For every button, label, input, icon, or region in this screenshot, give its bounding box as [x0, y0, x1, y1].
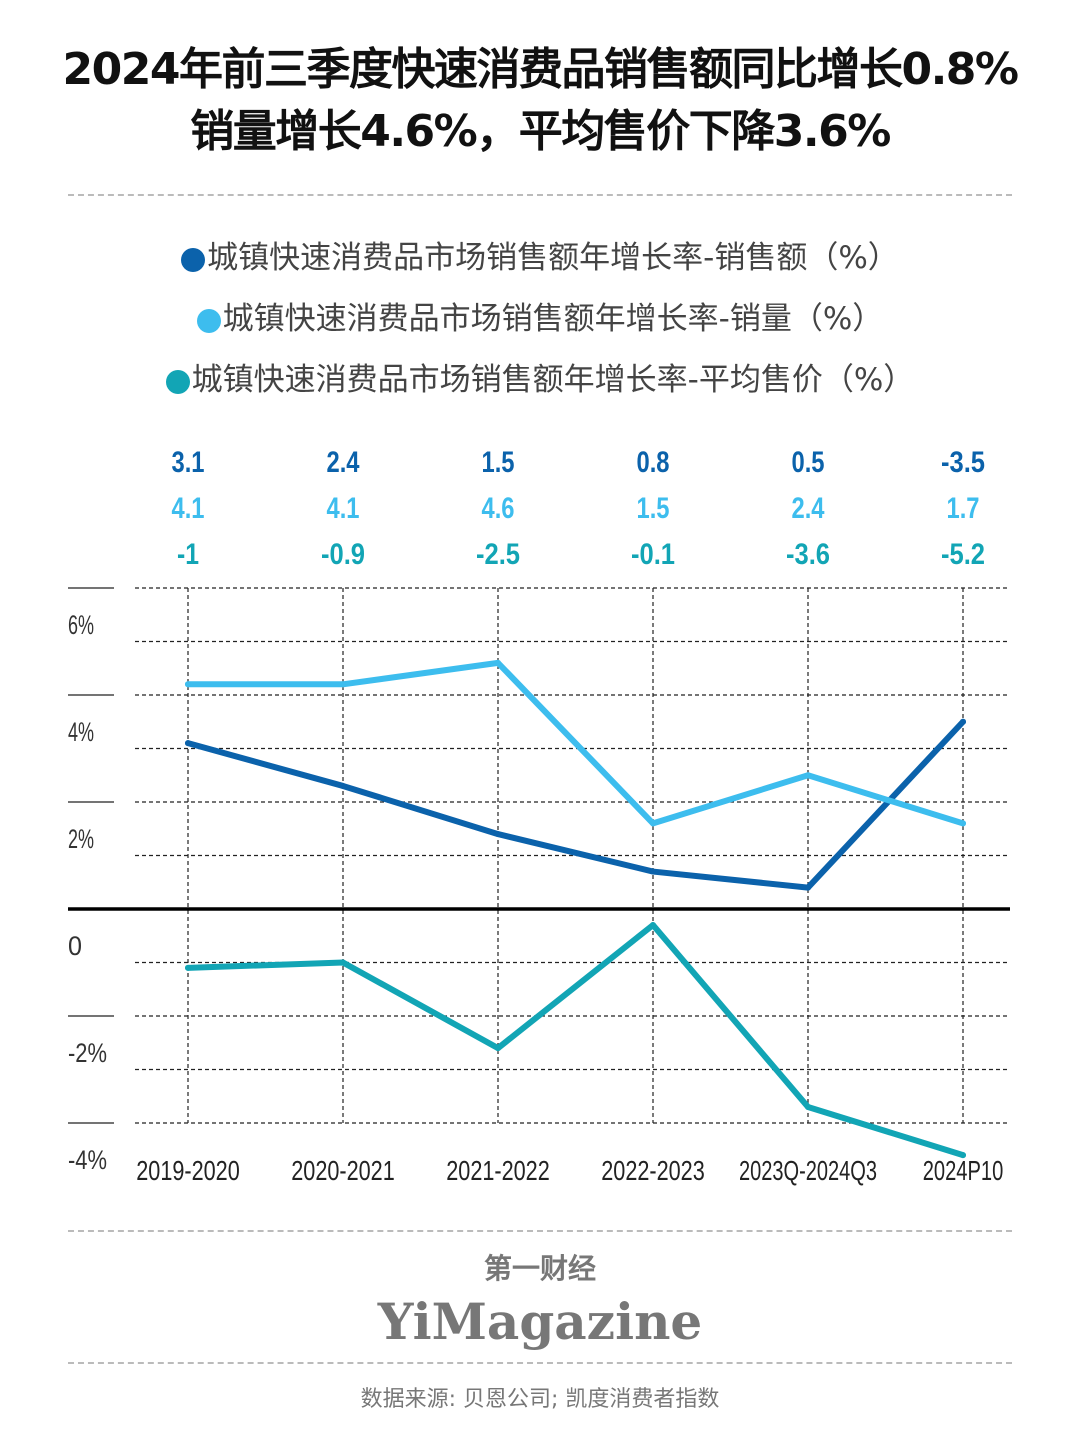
- data-label: 4.6: [482, 492, 515, 525]
- data-point: [340, 959, 346, 966]
- legend-item-sales: 城镇快速消费品市场销售额年增长率-销售额（%）: [0, 238, 1080, 278]
- data-point: [960, 1152, 966, 1159]
- divider: [68, 1362, 1012, 1364]
- legend-item-volume: 城镇快速消费品市场销售额年增长率-销量（%）: [0, 299, 1080, 339]
- data-point: [650, 868, 656, 875]
- data-point: [805, 884, 811, 891]
- data-source: 数据来源: 贝恩公司; 凯度消费者指数: [360, 1387, 720, 1412]
- data-point: [495, 659, 501, 666]
- y-tick-label: 6%: [68, 610, 94, 640]
- series-line-0: [185, 718, 966, 891]
- x-tick-label: 2019-2020: [136, 1155, 240, 1186]
- legend-label: 城镇快速消费品市场销售额年增长率-销售额（%）: [207, 240, 899, 276]
- data-label: 2.4: [792, 492, 825, 525]
- data-label: -2.5: [476, 538, 520, 571]
- y-tick-label: -2%: [68, 1038, 107, 1068]
- data-label: -0.9: [321, 538, 365, 571]
- brand-logo-en: YiMagazine: [377, 1292, 703, 1351]
- data-label: 0.5: [792, 446, 825, 479]
- data-label: 1.7: [947, 492, 980, 525]
- series-line-2: [185, 922, 966, 1159]
- legend-dot: [196, 308, 221, 333]
- data-point: [650, 922, 656, 929]
- line-chart: 6% 4% 2% 0 -2% -4% 2019-2020 2020-2021 2021-2022…: [68, 446, 1010, 1186]
- data-label: 4.1: [172, 492, 205, 525]
- legend-dot: [165, 369, 190, 394]
- chart-subtitle: 销量增长4.6%，平均售价下降3.6%: [190, 106, 891, 157]
- data-point: [185, 964, 191, 971]
- data-point: [185, 681, 191, 688]
- chart-title: 2024年前三季度快速消费品销售额同比增长0.8%: [62, 44, 1020, 95]
- data-point: [340, 782, 346, 789]
- data-label: 1.5: [637, 492, 670, 525]
- legend-dot: [181, 247, 206, 272]
- x-tick-label: 2023Q-2024Q3: [739, 1155, 877, 1186]
- data-point: [495, 831, 501, 838]
- data-point: [650, 820, 656, 827]
- data-point: [805, 772, 811, 779]
- legend-label: 城镇快速消费品市场销售额年增长率-销量（%）: [222, 301, 884, 337]
- data-label: -0.1: [631, 538, 675, 571]
- data-label: -3.5: [941, 446, 985, 479]
- y-tick-label: 0: [68, 931, 82, 961]
- data-label: 0.8: [637, 446, 670, 479]
- divider: [68, 194, 1012, 196]
- series-line-1: [185, 659, 966, 827]
- y-tick-label: 2%: [68, 824, 94, 854]
- x-tick-label: 2024P10: [923, 1155, 1004, 1186]
- brand-logo-cn: 第一财经: [483, 1252, 596, 1285]
- legend-item-price: 城镇快速消费品市场销售额年增长率-平均售价（%）: [0, 360, 1080, 400]
- x-tick-label: 2020-2021: [291, 1155, 395, 1186]
- data-label: 3.1: [172, 446, 205, 479]
- x-tick-label: 2021-2022: [446, 1155, 550, 1186]
- x-tick-label: 2022-2023: [601, 1155, 705, 1186]
- legend-label: 城镇快速消费品市场销售额年增长率-平均售价（%）: [191, 362, 915, 398]
- data-label: -5.2: [941, 538, 985, 571]
- data-label: 1.5: [482, 446, 515, 479]
- data-point: [960, 820, 966, 827]
- data-point: [340, 681, 346, 688]
- data-label: -1: [177, 538, 199, 571]
- data-point: [185, 740, 191, 747]
- y-tick-label: -4%: [68, 1145, 107, 1175]
- data-point: [495, 1045, 501, 1052]
- data-point: [960, 718, 966, 725]
- data-label: -3.6: [786, 538, 830, 571]
- divider: [68, 1230, 1012, 1232]
- data-label: 4.1: [327, 492, 360, 525]
- data-point: [805, 1103, 811, 1110]
- y-tick-label: 4%: [68, 717, 94, 747]
- data-label: 2.4: [327, 446, 360, 479]
